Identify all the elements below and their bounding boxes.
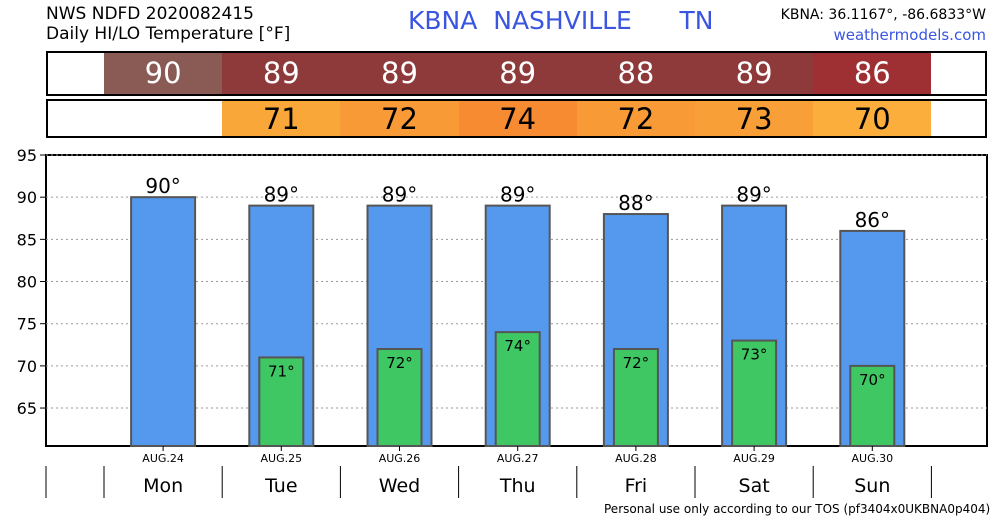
day-label: Thu bbox=[499, 475, 536, 497]
y-tick-label: 90 bbox=[17, 188, 37, 207]
y-tick-label: 65 bbox=[17, 399, 37, 418]
date-label: AUG.30 bbox=[852, 452, 894, 465]
high-temp-bar bbox=[130, 196, 197, 447]
date-label: AUG.24 bbox=[142, 452, 184, 465]
low-temp-label: 73° bbox=[741, 346, 768, 364]
header-right: KBNA: 36.1167°, -86.6833°W weathermodels… bbox=[781, 5, 986, 45]
low-temp-cell: 71 bbox=[222, 101, 341, 136]
low-temp-label: 72° bbox=[623, 354, 650, 372]
low-temp-cell: 74 bbox=[458, 101, 577, 136]
high-temp-band: 90 89 89 89 88 89 86 bbox=[46, 51, 987, 96]
high-temp-cell: 88 bbox=[576, 53, 695, 94]
high-temp-cell: 89 bbox=[340, 53, 459, 94]
station-title: KBNA NASHVILLE TN bbox=[408, 6, 714, 35]
high-temp-label: 89° bbox=[500, 183, 535, 207]
day-label: Wed bbox=[379, 475, 420, 497]
header-left: NWS NDFD 2020082415 Daily HI/LO Temperat… bbox=[46, 4, 290, 44]
high-temp-label: 86° bbox=[855, 208, 890, 232]
footer-disclaimer: Personal use only according to our TOS (… bbox=[604, 502, 991, 516]
high-temp-label: 88° bbox=[618, 191, 653, 215]
y-tick-label: 75 bbox=[17, 315, 37, 334]
high-temp-label: 89° bbox=[736, 183, 771, 207]
y-tick-label: 95 bbox=[17, 146, 37, 165]
site-link[interactable]: weathermodels.com bbox=[833, 26, 986, 44]
date-label: AUG.27 bbox=[497, 452, 539, 465]
model-run-label: NWS NDFD 2020082415 bbox=[46, 4, 254, 24]
high-temp-cell: 89 bbox=[458, 53, 577, 94]
high-temp-cell: 89 bbox=[695, 53, 814, 94]
low-temp-cell: 72 bbox=[340, 101, 459, 136]
date-label: AUG.28 bbox=[615, 452, 657, 465]
y-tick-label: 85 bbox=[17, 230, 37, 249]
low-temp-cell bbox=[104, 101, 223, 136]
low-temp-label: 74° bbox=[504, 337, 531, 355]
high-temp-label: 89° bbox=[264, 183, 299, 207]
product-label: Daily HI/LO Temperature [°F] bbox=[46, 24, 291, 44]
y-tick-label: 70 bbox=[17, 357, 37, 376]
day-label: Sun bbox=[854, 475, 890, 497]
low-temp-band: 71 72 74 72 73 70 bbox=[46, 99, 987, 138]
low-temp-label: 71° bbox=[268, 362, 295, 380]
station-coords: KBNA: 36.1167°, -86.6833°W bbox=[780, 7, 986, 23]
high-temp-cell: 89 bbox=[222, 53, 341, 94]
date-label: AUG.26 bbox=[379, 452, 421, 465]
low-temp-cell: 72 bbox=[576, 101, 695, 136]
low-temp-label: 72° bbox=[386, 354, 413, 372]
high-temp-label: 90° bbox=[145, 174, 180, 198]
high-temp-label: 89° bbox=[382, 183, 417, 207]
date-label: AUG.25 bbox=[261, 452, 303, 465]
low-temp-label: 70° bbox=[859, 371, 886, 389]
day-label: Fri bbox=[625, 475, 648, 497]
high-temp-cell: 86 bbox=[813, 53, 932, 94]
low-temp-bar bbox=[731, 339, 778, 447]
low-temp-cell: 70 bbox=[813, 101, 932, 136]
y-tick-label: 80 bbox=[17, 273, 37, 292]
low-temp-bar bbox=[849, 364, 896, 447]
day-label: Tue bbox=[264, 475, 297, 497]
low-temp-cell: 73 bbox=[695, 101, 814, 136]
low-temp-bar bbox=[494, 331, 541, 447]
date-label: AUG.29 bbox=[733, 452, 775, 465]
low-temp-bar bbox=[258, 356, 305, 447]
high-temp-cell: 90 bbox=[104, 53, 223, 94]
day-label: Mon bbox=[143, 475, 183, 497]
day-label: Sat bbox=[739, 475, 770, 497]
